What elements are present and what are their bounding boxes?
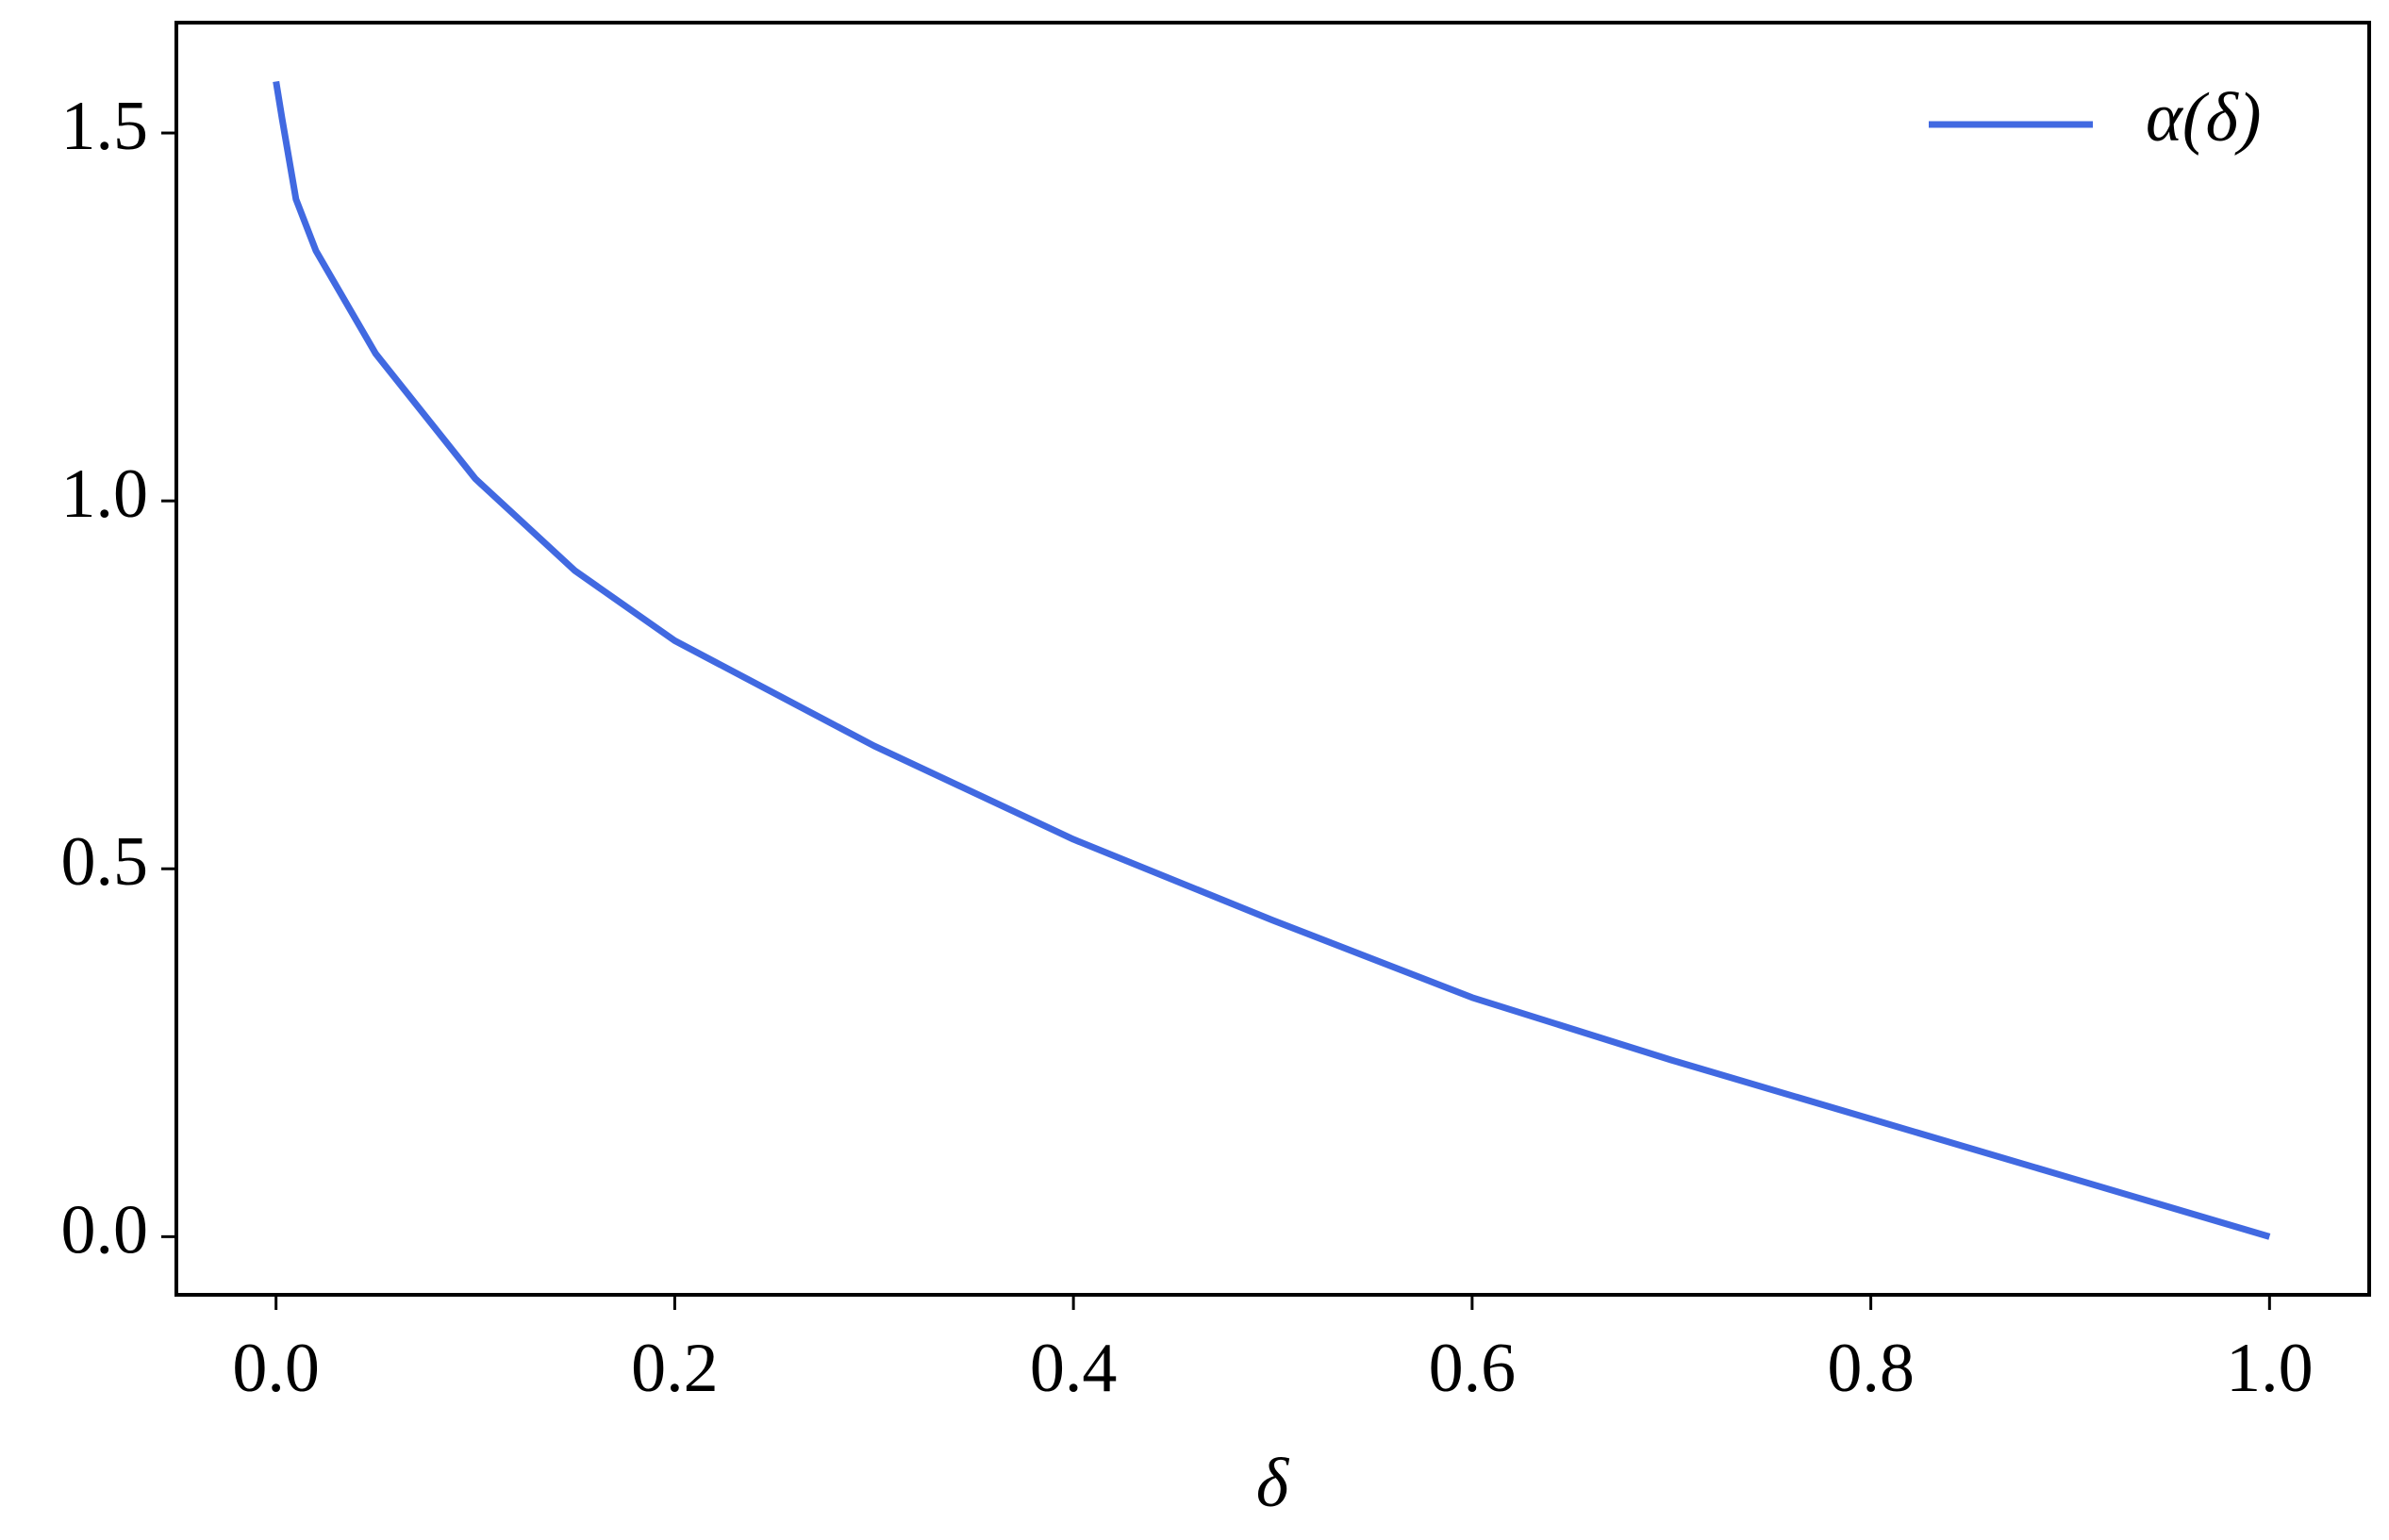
legend-label: α(δ) xyxy=(2146,79,2262,157)
y-tick-label: 0.0 xyxy=(61,1191,149,1268)
x-axis-label: δ xyxy=(1256,1445,1290,1522)
x-tick-label: 0.4 xyxy=(1030,1330,1118,1407)
x-tick-label: 0.8 xyxy=(1827,1330,1915,1407)
x-tick-label: 0.0 xyxy=(232,1330,320,1407)
y-tick-label: 0.5 xyxy=(61,823,149,901)
y-tick-label: 1.0 xyxy=(61,455,149,533)
plot-frame xyxy=(174,21,2371,1297)
x-tick-label: 1.0 xyxy=(2226,1330,2314,1407)
x-tick-label: 0.6 xyxy=(1429,1330,1517,1407)
line-series xyxy=(273,80,2271,1240)
y-tick-label: 1.5 xyxy=(61,88,149,165)
x-tick-label: 0.2 xyxy=(631,1330,719,1407)
